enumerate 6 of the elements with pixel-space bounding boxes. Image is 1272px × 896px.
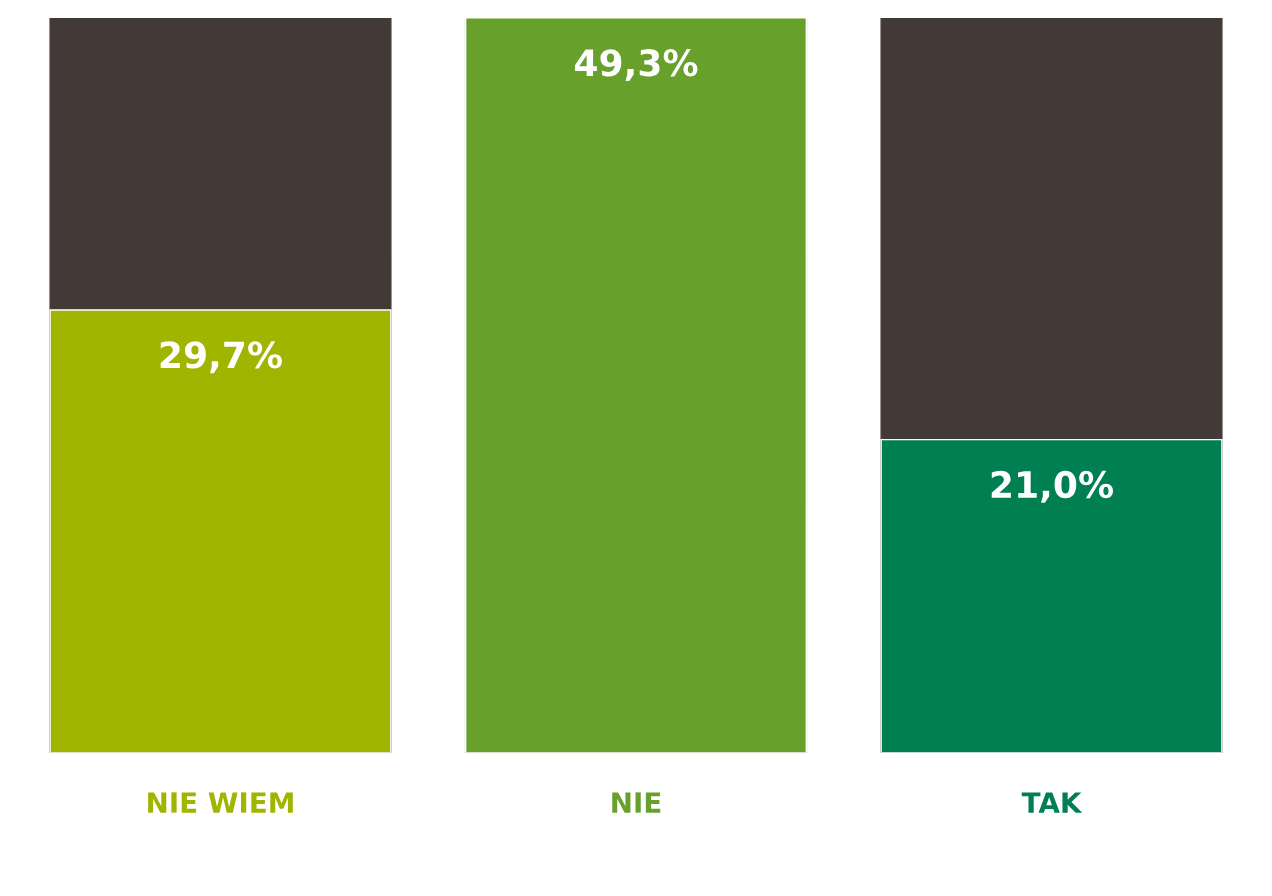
data-label: 49,3% bbox=[574, 49, 698, 82]
x-tick-label: TAK bbox=[1021, 792, 1083, 813]
data-label: 29,7% bbox=[160, 341, 282, 374]
x-tick-label: NIE WIEM bbox=[148, 792, 293, 813]
data-label: 21,0% bbox=[991, 470, 1114, 503]
x-tick-label: NIE bbox=[612, 792, 661, 813]
